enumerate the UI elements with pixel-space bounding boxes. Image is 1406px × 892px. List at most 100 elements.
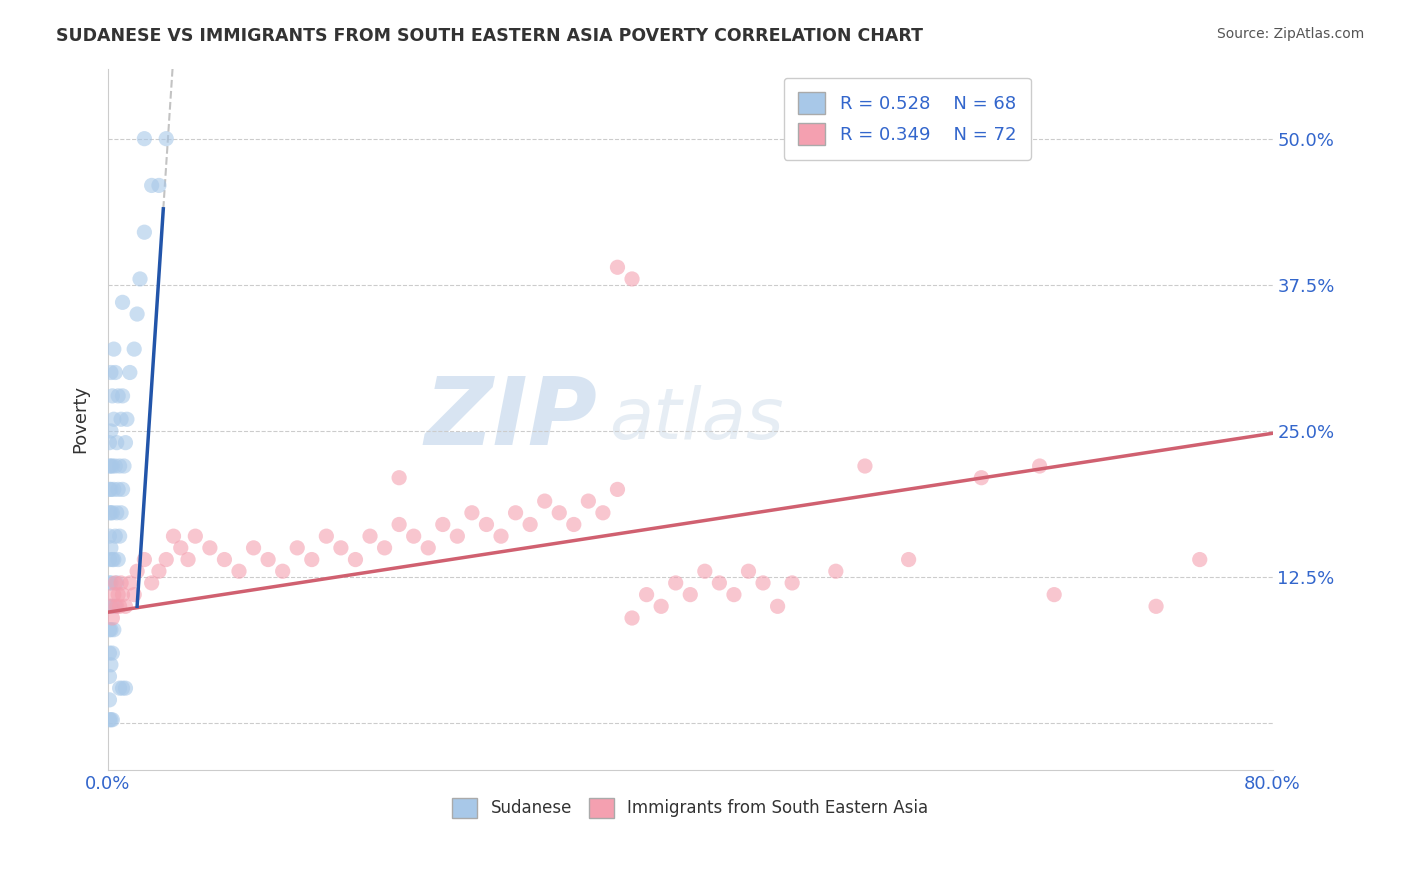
Point [105,506,128,520]
Point [105,599,128,614]
Point [679,588,702,602]
Point [148,564,170,578]
Point [824,564,846,578]
Point [101,646,124,660]
Point [709,576,731,591]
Point [533,494,555,508]
Point [104,576,127,591]
Point [111,483,134,497]
Point [162,529,184,543]
Point [446,529,468,543]
Point [111,588,134,602]
Point [127,307,149,321]
Point [100,424,122,438]
Point [108,681,131,695]
Point [970,471,993,485]
Point [100,483,122,497]
Point [127,564,149,578]
Point [824,108,846,122]
Point [665,576,688,591]
Point [98,506,121,520]
Point [418,541,440,555]
Point [177,552,200,566]
Point [105,435,128,450]
Point [388,517,411,532]
Point [110,506,132,520]
Point [170,541,193,555]
Point [108,529,131,543]
Point [184,529,207,543]
Point [104,458,127,473]
Point [98,669,121,683]
Point [104,599,127,614]
Point [107,552,129,566]
Point [155,552,177,566]
Text: atlas: atlas [609,384,783,454]
Point [432,517,454,532]
Point [114,435,136,450]
Point [103,342,125,356]
Point [576,494,599,508]
Point [198,541,221,555]
Point [285,541,308,555]
Point [100,599,122,614]
Point [134,552,156,566]
Point [402,529,425,543]
Point [98,576,121,591]
Point [242,541,264,555]
Point [315,529,337,543]
Point [100,506,122,520]
Point [723,588,745,602]
Point [98,599,121,614]
Point [141,178,163,193]
Point [100,657,122,672]
Point [100,713,122,727]
Point [129,272,152,286]
Point [1043,588,1066,602]
Point [101,599,124,614]
Point [475,517,498,532]
Point [98,435,121,450]
Point [693,564,716,578]
Point [108,458,131,473]
Point [118,366,141,380]
Point [606,483,628,497]
Point [155,131,177,145]
Legend: Sudanese, Immigrants from South Eastern Asia: Sudanese, Immigrants from South Eastern … [446,791,935,825]
Point [257,552,280,566]
Y-axis label: Poverty: Poverty [72,385,89,453]
Point [374,541,396,555]
Point [100,366,122,380]
Point [519,517,541,532]
Point [780,576,803,591]
Point [329,541,352,555]
Point [228,564,250,578]
Point [115,412,138,426]
Point [101,389,124,403]
Point [104,529,127,543]
Point [103,483,125,497]
Point [636,588,658,602]
Point [592,506,614,520]
Point [134,225,156,239]
Point [111,681,134,695]
Point [101,552,124,566]
Point [562,517,585,532]
Point [105,576,128,591]
Point [148,178,170,193]
Point [98,693,121,707]
Point [621,272,644,286]
Point [114,681,136,695]
Point [766,599,789,614]
Point [141,576,163,591]
Point [344,552,367,566]
Point [505,506,527,520]
Point [301,552,323,566]
Point [122,588,145,602]
Point [103,588,125,602]
Point [103,623,125,637]
Point [98,458,121,473]
Point [1188,552,1211,566]
Point [606,260,628,275]
Point [98,623,121,637]
